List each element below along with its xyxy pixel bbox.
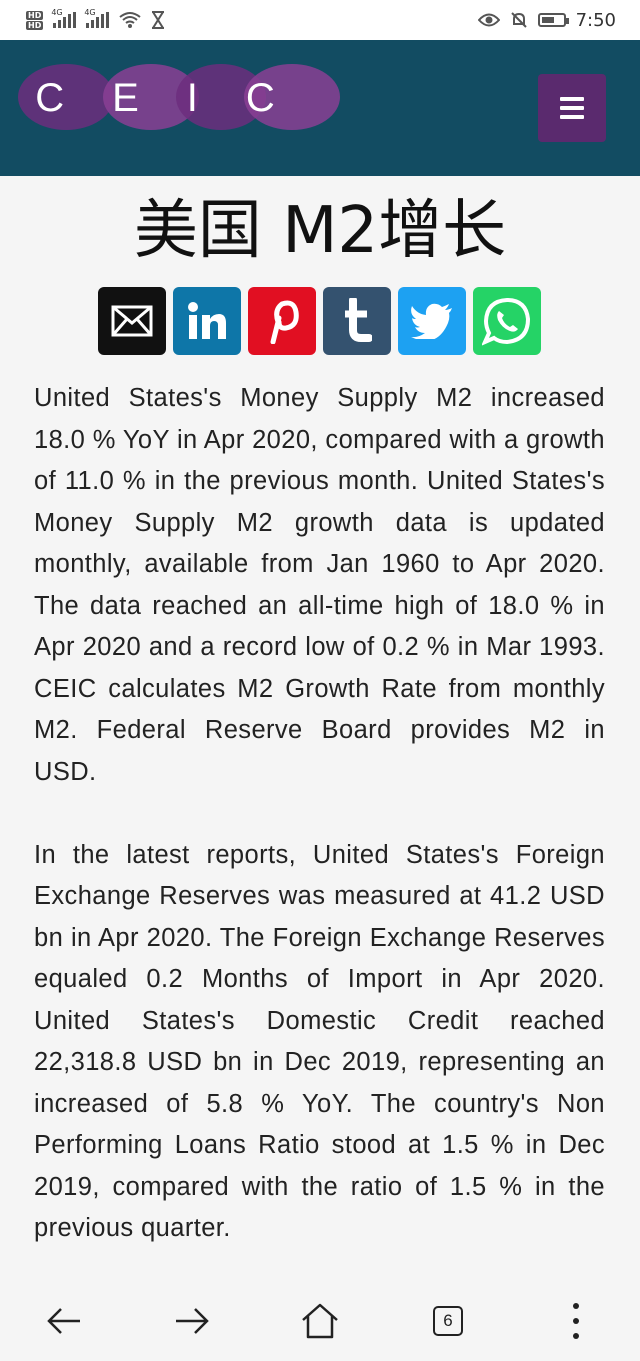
share-pinterest-button[interactable] [248, 287, 316, 355]
share-linkedin-button[interactable] [173, 287, 241, 355]
article-paragraph-2: In the latest reports, United States's F… [34, 840, 605, 1243]
home-icon [302, 1303, 338, 1338]
hd-badge-2: HD [26, 20, 44, 30]
tabs-icon: 6 [433, 1305, 463, 1336]
network-type-1: 4G [51, 8, 63, 17]
tumblr-icon [345, 298, 372, 342]
network-type-2: 4G [84, 8, 96, 17]
hd-badge-1: HD [26, 10, 44, 20]
twitter-icon [411, 303, 452, 339]
eye-icon [477, 13, 500, 27]
mute-icon [510, 12, 527, 28]
forward-arrow-icon [176, 1307, 209, 1334]
share-whatsapp-button[interactable] [473, 287, 541, 355]
share-twitter-button[interactable] [398, 287, 466, 355]
whatsapp-icon [482, 297, 531, 346]
more-vertical-icon [573, 1302, 579, 1339]
status-bar: HD HD 4G 4G 7:50 [0, 0, 640, 40]
linkedin-icon [188, 302, 226, 339]
menu-bar-3 [560, 115, 584, 119]
menu-button[interactable] [538, 74, 606, 142]
wifi-icon [119, 12, 141, 28]
tabs-button[interactable]: 6 [418, 1280, 478, 1361]
article-body: United States's Money Supply M2 increase… [34, 378, 605, 1291]
signal-icon: 4G [51, 8, 77, 28]
site-header: CEIC [0, 40, 640, 176]
forward-button[interactable] [162, 1280, 222, 1361]
menu-bar-2 [560, 106, 584, 110]
status-right: 7:50 [477, 9, 616, 31]
pinterest-icon [270, 300, 299, 344]
hd-indicator: HD HD [26, 10, 44, 30]
hourglass-icon [152, 11, 165, 29]
menu-bar-1 [560, 97, 584, 101]
email-icon [111, 305, 153, 337]
more-options-button[interactable] [546, 1280, 606, 1361]
clock: 7:50 [575, 9, 616, 31]
tab-count: 6 [443, 1310, 453, 1330]
battery-icon [537, 13, 569, 27]
page-title: 美国 M2增长 [133, 194, 507, 268]
browser-bottom-bar: 6 [0, 1280, 640, 1361]
ceic-logo[interactable]: CEIC [16, 62, 342, 132]
signal-icon-2: 4G [84, 8, 110, 28]
back-button[interactable] [34, 1280, 94, 1361]
article-paragraph-1: United States's Money Supply M2 increase… [34, 384, 605, 786]
status-left: HD HD 4G 4G [26, 8, 165, 30]
share-tumblr-button[interactable] [323, 287, 391, 355]
home-button[interactable] [290, 1280, 350, 1361]
logo-letters: CEIC [35, 76, 323, 120]
share-bar [98, 287, 541, 355]
share-email-button[interactable] [98, 287, 166, 355]
back-arrow-icon [47, 1307, 80, 1334]
